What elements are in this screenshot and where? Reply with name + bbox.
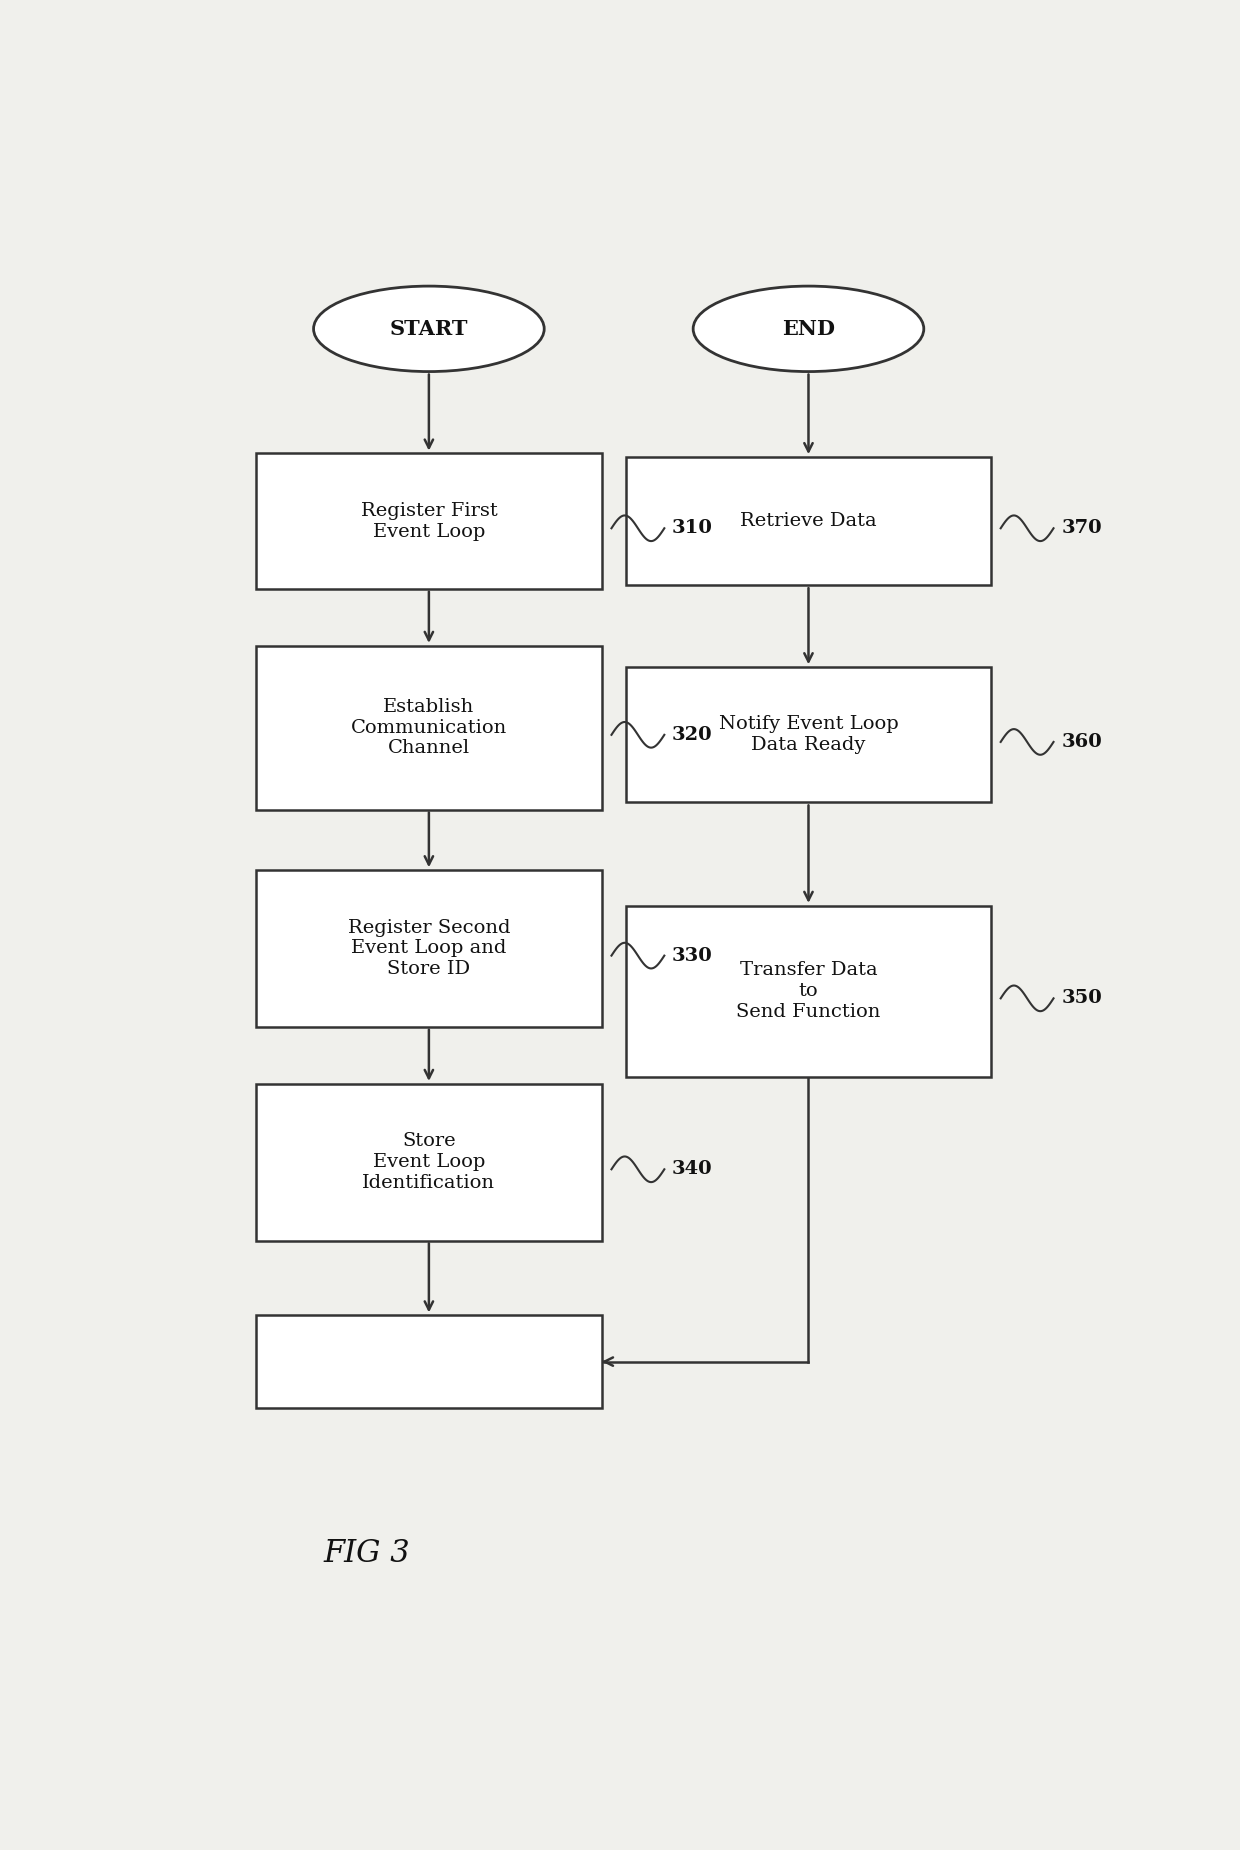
- FancyBboxPatch shape: [255, 870, 601, 1027]
- Text: 360: 360: [1061, 733, 1102, 751]
- FancyBboxPatch shape: [255, 646, 601, 810]
- Text: Register Second
Event Loop and
Store ID: Register Second Event Loop and Store ID: [347, 919, 510, 979]
- Text: Register First
Event Loop: Register First Event Loop: [361, 501, 497, 540]
- FancyBboxPatch shape: [626, 906, 991, 1077]
- FancyBboxPatch shape: [626, 457, 991, 585]
- Text: 320: 320: [672, 725, 713, 744]
- Text: 370: 370: [1061, 520, 1102, 536]
- FancyBboxPatch shape: [626, 668, 991, 803]
- Text: Establish
Communication
Channel: Establish Communication Channel: [351, 697, 507, 757]
- Text: FIG 3: FIG 3: [324, 1539, 409, 1569]
- Ellipse shape: [314, 287, 544, 372]
- FancyBboxPatch shape: [255, 1315, 601, 1408]
- Text: Retrieve Data: Retrieve Data: [740, 512, 877, 531]
- Text: Notify Event Loop
Data Ready: Notify Event Loop Data Ready: [719, 716, 898, 755]
- Text: 310: 310: [672, 520, 713, 536]
- Text: 330: 330: [672, 947, 713, 964]
- Text: 340: 340: [672, 1160, 713, 1178]
- Text: START: START: [389, 318, 469, 339]
- Text: Transfer Data
to
Send Function: Transfer Data to Send Function: [737, 962, 880, 1021]
- FancyBboxPatch shape: [255, 1084, 601, 1241]
- FancyBboxPatch shape: [255, 453, 601, 588]
- Text: 350: 350: [1061, 990, 1102, 1008]
- Text: Store
Event Loop
Identification: Store Event Loop Identification: [362, 1132, 496, 1191]
- Ellipse shape: [693, 287, 924, 372]
- Text: END: END: [782, 318, 835, 339]
